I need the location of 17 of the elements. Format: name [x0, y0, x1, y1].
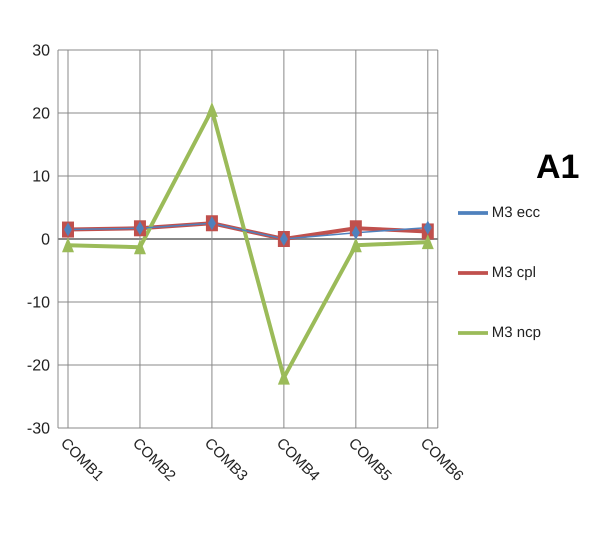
y-tick-label: 30 [32, 42, 50, 60]
y-tick-label: -10 [26, 294, 50, 312]
legend-label: M3 cpl [492, 264, 536, 281]
point [278, 370, 290, 385]
y-tick-label: -20 [26, 358, 50, 375]
y-tick-label: 0 [41, 232, 50, 249]
point [350, 237, 362, 252]
legend-label: M3 ecc [492, 204, 540, 221]
point [134, 239, 146, 254]
y-tick-label: -30 [26, 420, 50, 438]
y-tick-label: 10 [32, 168, 50, 186]
point [206, 102, 218, 117]
y-tick-label: 20 [32, 106, 50, 123]
point [62, 237, 74, 252]
legend-label: M3 ncp [492, 324, 541, 341]
point [422, 234, 434, 250]
text: A1 [536, 148, 580, 187]
